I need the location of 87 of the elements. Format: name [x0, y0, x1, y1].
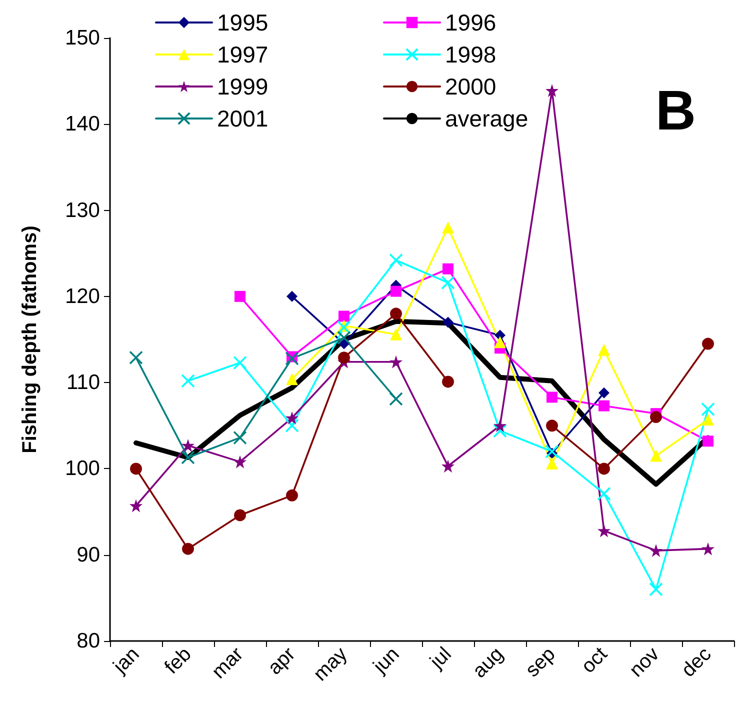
- point: [597, 486, 611, 501]
- y-tick-label: 130: [64, 198, 100, 222]
- point: [649, 582, 663, 596]
- point: [390, 286, 402, 297]
- point: [286, 290, 298, 302]
- x-tick-label: sep: [521, 643, 560, 682]
- point: [181, 450, 195, 464]
- point: [650, 411, 662, 424]
- point: [286, 489, 298, 502]
- point: [338, 352, 350, 364]
- point: [650, 544, 662, 558]
- point: [233, 356, 247, 370]
- point: [702, 414, 714, 426]
- point: [337, 330, 351, 345]
- point: [389, 253, 403, 268]
- x-tick-label: oct: [577, 642, 612, 678]
- x-tick-label: apr: [264, 642, 300, 680]
- point: [181, 374, 195, 388]
- legend-label: 1997: [217, 42, 268, 68]
- y-axis-title: Fishing depth (fathoms): [19, 226, 41, 454]
- point: [130, 499, 142, 512]
- point: [598, 400, 610, 412]
- point: [702, 338, 714, 350]
- point: [338, 310, 350, 322]
- point: [130, 462, 142, 475]
- point: [493, 424, 507, 438]
- point: [285, 352, 299, 366]
- y-tick-label: 80: [76, 630, 100, 652]
- point: [546, 420, 558, 432]
- point: [494, 336, 506, 348]
- point: [234, 509, 246, 522]
- point: [182, 438, 194, 452]
- point: [702, 542, 714, 556]
- point: [286, 373, 298, 386]
- point: [650, 450, 662, 462]
- point: [442, 376, 454, 388]
- point: [545, 444, 559, 458]
- y-tick-label: 110: [66, 371, 100, 394]
- legend-label: 2001: [217, 106, 268, 132]
- point: [441, 276, 455, 290]
- point: [702, 436, 714, 447]
- x-tick-label: may: [310, 643, 352, 686]
- point: [389, 392, 403, 406]
- point: [286, 411, 298, 424]
- point: [598, 524, 610, 538]
- x-tick-label: mar: [208, 642, 248, 684]
- point: [598, 344, 610, 356]
- point: [442, 222, 454, 234]
- point: [233, 430, 247, 445]
- point: [442, 460, 454, 473]
- point: [234, 455, 246, 468]
- y-tick-label: 120: [64, 284, 100, 308]
- legend-label: 1999: [217, 74, 268, 100]
- legend-label: 1998: [445, 42, 496, 68]
- point: [546, 84, 558, 98]
- point: [546, 458, 558, 470]
- point: [182, 542, 194, 555]
- point: [390, 328, 402, 340]
- annotation: B: [656, 78, 696, 142]
- x-tick-label: jun: [368, 643, 404, 678]
- point: [442, 316, 454, 328]
- point: [598, 462, 610, 475]
- legend-label: 1995: [217, 10, 268, 36]
- point: [494, 419, 506, 432]
- x-tick-label: jan: [108, 643, 144, 678]
- point: [546, 392, 558, 403]
- point: [442, 263, 454, 274]
- legend-label: 2000: [445, 74, 496, 100]
- point: [234, 290, 246, 302]
- point: [701, 402, 715, 416]
- point: [390, 355, 402, 368]
- legend-label: average: [445, 106, 528, 132]
- y-tick-label: 100: [64, 457, 100, 480]
- x-tick-label: dec: [677, 643, 716, 682]
- y-tick-label: 140: [64, 112, 100, 136]
- point: [129, 350, 143, 364]
- x-tick-label: jul: [425, 643, 456, 674]
- point: [598, 387, 610, 398]
- point: [337, 320, 351, 334]
- x-tick-label: nov: [625, 643, 664, 682]
- y-tick-label: 150: [64, 26, 100, 50]
- legend-label: 1996: [445, 10, 496, 36]
- point: [390, 308, 402, 320]
- x-tick-label: feb: [160, 643, 196, 678]
- y-tick-label: 90: [76, 543, 100, 566]
- x-tick-label: aug: [468, 643, 508, 682]
- point: [285, 418, 299, 433]
